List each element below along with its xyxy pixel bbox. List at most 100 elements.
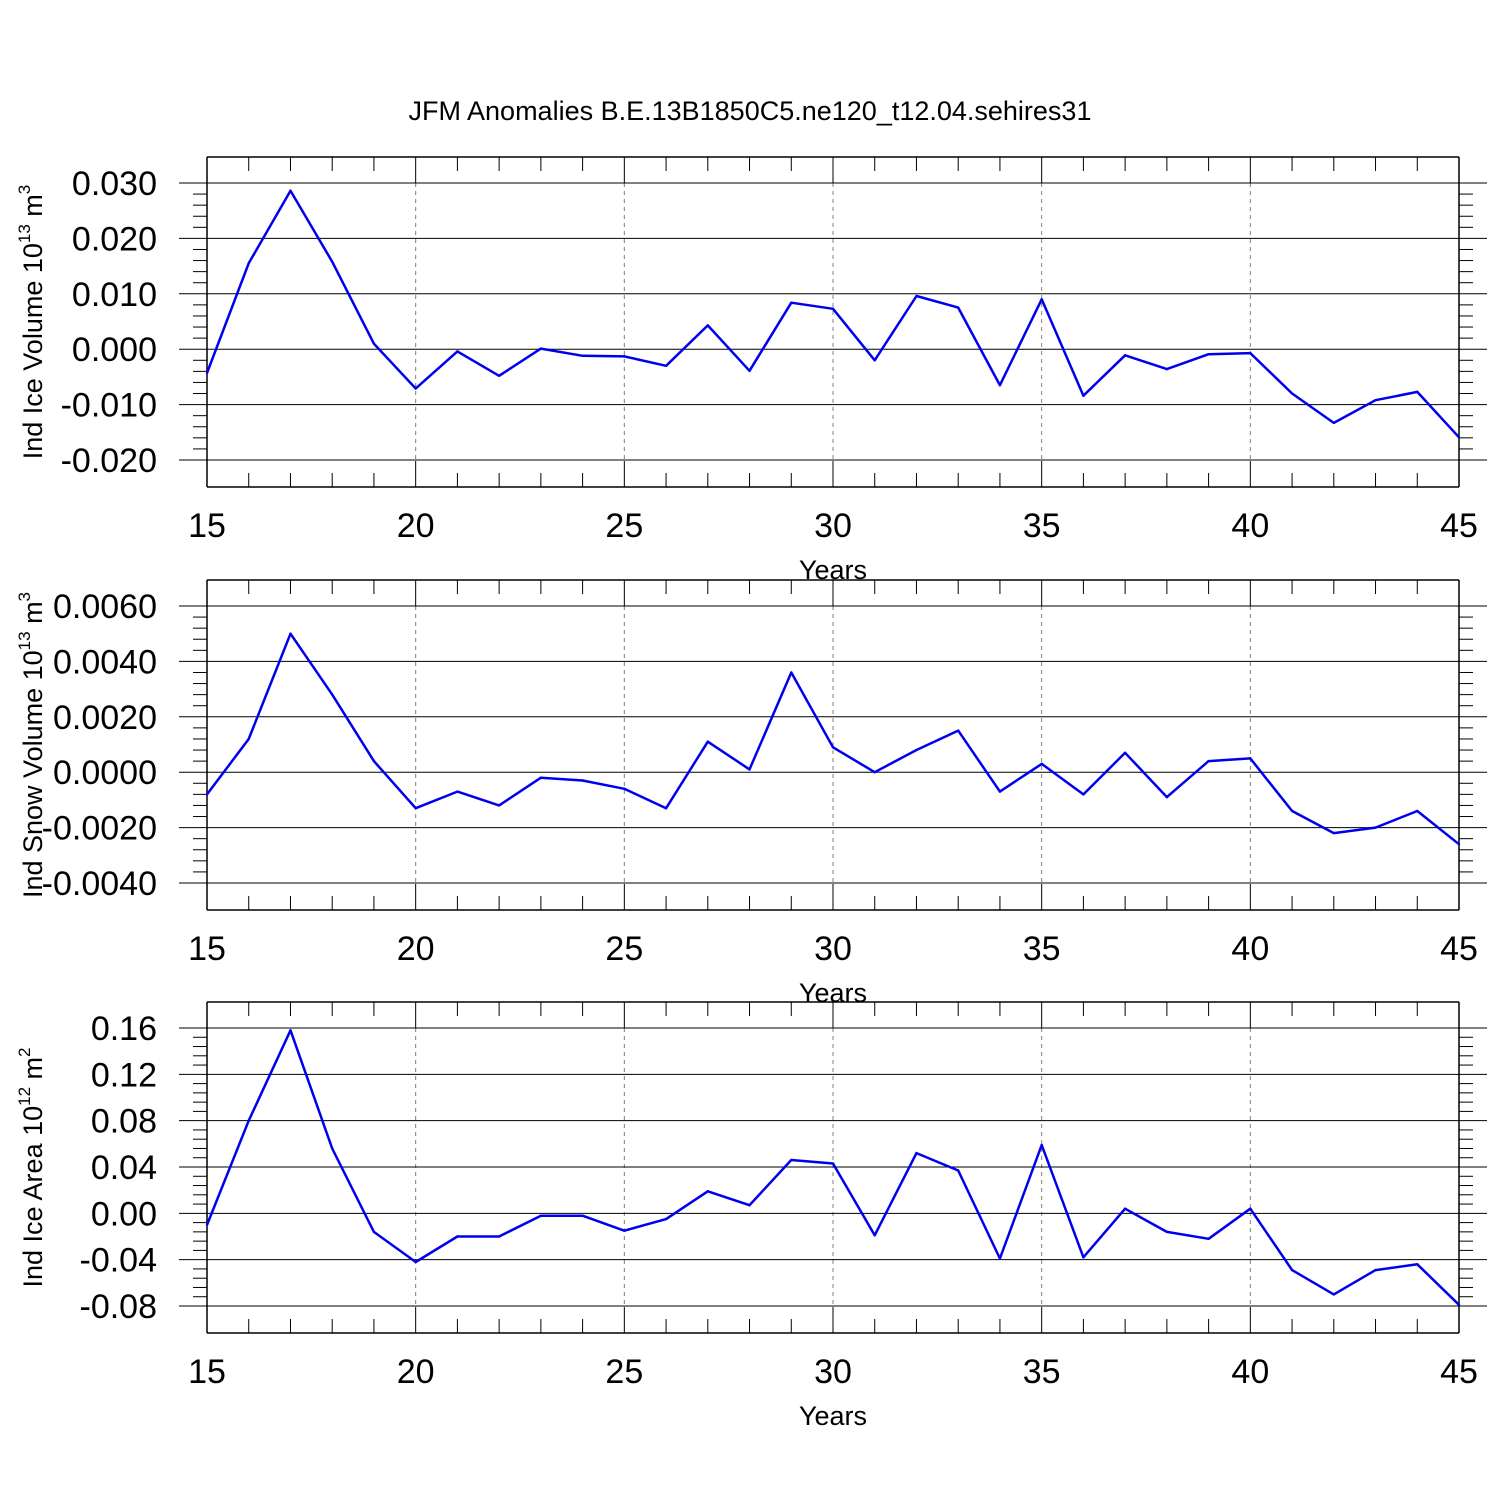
data-point (1374, 398, 1377, 402)
data-point (915, 294, 918, 298)
data-point (372, 342, 376, 345)
data-point (247, 1119, 250, 1122)
y-tick-label: -0.010 (61, 387, 157, 425)
data-point (539, 776, 543, 779)
data-point (1207, 759, 1210, 763)
y-tick-label: 0.010 (72, 276, 157, 314)
data-point (1040, 1143, 1043, 1147)
data-point (873, 359, 876, 362)
data-point (414, 387, 417, 390)
data-point (1165, 367, 1169, 371)
data-point (664, 807, 668, 810)
data-point (957, 729, 960, 732)
data-point (623, 355, 626, 358)
y-axis-title: Ind Ice Area 1012 m2 (15, 1047, 48, 1287)
data-point (1332, 421, 1336, 425)
x-tick-label: 35 (1023, 930, 1061, 968)
data-point (790, 301, 793, 304)
data-point (247, 262, 250, 265)
y-tick-label: -0.0020 (42, 810, 157, 848)
data-point (915, 1151, 918, 1155)
data-point (205, 371, 209, 375)
data-point (915, 748, 918, 752)
data-point (331, 1147, 334, 1150)
data-point (623, 787, 626, 791)
data-point (581, 1214, 584, 1217)
data-point (539, 347, 543, 350)
data-point (1207, 352, 1210, 356)
data-point (1416, 809, 1419, 813)
data-point (414, 1260, 417, 1264)
x-tick-label: 35 (1023, 1353, 1061, 1391)
data-point (497, 374, 501, 377)
data-point (1123, 354, 1127, 357)
x-tick-label: 15 (188, 930, 226, 968)
data-point (289, 189, 292, 192)
y-tick-label: 0.04 (91, 1149, 157, 1187)
y-tick-label: 0.0060 (53, 588, 157, 626)
x-tick-label: 35 (1023, 507, 1061, 545)
x-tick-label: 40 (1231, 1353, 1269, 1391)
x-tick-label: 40 (1231, 507, 1269, 545)
data-point (1374, 826, 1377, 829)
data-point (1457, 843, 1461, 846)
data-point (664, 364, 668, 368)
data-point (1082, 1256, 1085, 1259)
x-tick-label: 45 (1440, 507, 1478, 545)
data-point (372, 1230, 376, 1234)
x-tick-label: 15 (188, 507, 226, 545)
x-tick-label: 20 (397, 930, 435, 968)
y-tick-label: 0.0020 (53, 699, 157, 737)
data-point (998, 1257, 1002, 1260)
y-tick-label: 0.00 (91, 1195, 157, 1233)
data-point (1374, 1268, 1377, 1272)
data-point (1290, 1268, 1294, 1272)
data-point (1040, 298, 1043, 301)
y-tick-label: 0.0040 (53, 643, 157, 681)
x-tick-label: 45 (1440, 930, 1478, 968)
data-point (748, 768, 751, 771)
data-point (873, 1234, 876, 1237)
data-point (831, 746, 835, 749)
data-point (331, 260, 334, 263)
x-tick-label: 15 (188, 1353, 226, 1391)
panel-ice-area: 15 20 25 30 35 40 45 -0.08 -0.04 0.00 0.04 0.08 0.12… (15, 1001, 1487, 1431)
x-axis-title: Years (799, 1401, 867, 1431)
data-point (957, 1169, 960, 1172)
data-point (456, 1235, 459, 1238)
x-tick-label: 30 (814, 507, 852, 545)
data-point (664, 1217, 668, 1221)
data-point (1040, 762, 1043, 766)
x-tick-label: 45 (1440, 1353, 1478, 1391)
data-point (873, 771, 876, 774)
data-point (706, 324, 709, 327)
data-point (1082, 793, 1085, 796)
data-point (372, 759, 376, 763)
data-point (1290, 392, 1294, 395)
data-point (1332, 1293, 1336, 1296)
y-axis-title: Ind Snow Volume 1013 m3 (15, 592, 48, 898)
y-tick-label: 0.020 (72, 220, 157, 258)
data-point (581, 779, 584, 782)
data-point (1249, 757, 1252, 760)
y-tick-label: 0.08 (91, 1103, 157, 1141)
x-tick-label: 30 (814, 930, 852, 968)
x-tick-label: 20 (397, 1353, 435, 1391)
data-point (831, 1162, 835, 1165)
data-point (706, 740, 709, 743)
data-point (456, 350, 459, 353)
x-tick-label: 30 (814, 1353, 852, 1391)
y-tick-label: 0.000 (72, 331, 157, 369)
data-point (581, 354, 584, 358)
data-point (1123, 751, 1127, 755)
y-tick-label: 0.12 (91, 1056, 157, 1094)
data-point (748, 1204, 751, 1207)
data-point (790, 1158, 793, 1162)
figure-title: JFM Anomalies B.E.13B1850C5.ne120_t12.04… (409, 96, 1092, 126)
y-axis-title: Ind Ice Volume 1013 m3 (15, 185, 48, 460)
x-tick-label: 25 (605, 1353, 643, 1391)
data-point (414, 807, 417, 810)
x-tick-label: 25 (605, 507, 643, 545)
data-point (1457, 436, 1461, 439)
data-point (1249, 1207, 1252, 1210)
